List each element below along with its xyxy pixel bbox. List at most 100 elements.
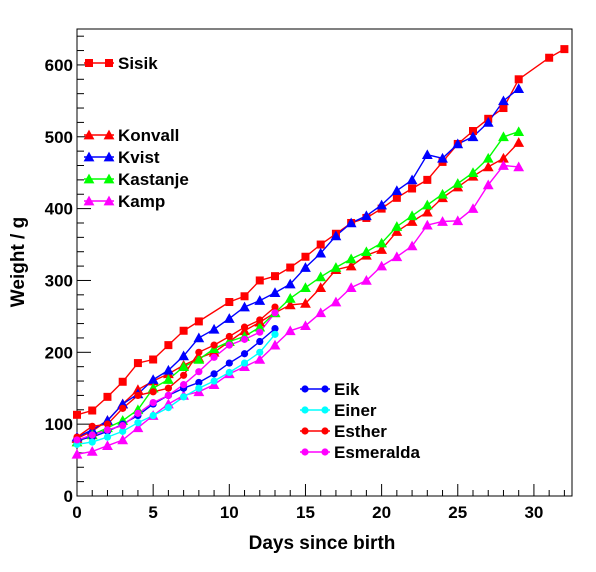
legend-label: Sisik [118,54,158,73]
data-point [499,104,508,113]
data-point [118,377,127,386]
legend-entry: Einer [300,401,377,420]
data-point [284,293,296,303]
legend-marker [103,151,115,162]
legend-marker [321,406,329,414]
data-point [315,282,327,292]
data-point [301,252,310,261]
data-point [195,384,203,392]
x-tick-label: 15 [296,503,315,522]
data-point [103,420,112,428]
data-point [117,398,129,409]
data-point [180,381,188,389]
legend-label: Konvall [118,126,179,145]
data-point [376,260,388,271]
data-point [119,421,127,430]
legend-marker [85,59,93,67]
data-point [225,341,233,349]
legend-label: Esmeralda [334,443,421,462]
data-point [360,275,372,285]
data-point [315,247,327,258]
legend-label: Eik [334,380,360,399]
data-point [284,299,296,310]
data-point [423,175,432,184]
data-point [271,272,279,281]
data-point [225,359,233,367]
data-point [452,178,464,188]
data-point [514,75,523,84]
data-point [149,411,157,420]
data-point [376,237,388,248]
data-point [103,426,112,434]
data-point [391,221,403,231]
data-point [482,117,494,127]
data-point [360,246,372,257]
data-point [300,282,311,292]
data-point [345,282,357,292]
data-point [149,388,157,396]
legend-label: Esther [334,422,387,441]
data-point [498,160,509,170]
data-point [316,240,325,249]
data-point [376,244,388,254]
data-point [271,303,279,311]
y-tick-label: 300 [45,271,73,290]
data-point [467,131,479,142]
legend-marker [321,427,329,435]
data-point [102,440,113,451]
legend-marker [301,448,309,456]
y-tick-label: 500 [45,128,73,147]
data-point [240,292,249,301]
data-point [360,210,372,221]
data-point [225,332,233,341]
data-point [376,199,388,210]
data-point [256,328,264,336]
data-point [421,149,433,160]
legend-marker [321,448,329,456]
data-point [149,355,158,364]
data-point [545,53,554,62]
data-point [164,391,172,400]
data-point [210,341,218,349]
data-point [513,83,525,93]
x-tick-label: 20 [372,503,391,522]
data-point [254,321,266,332]
data-point [119,404,127,412]
legend-label: Einer [334,401,377,420]
data-point [269,287,281,297]
y-axis-title: Weight / g [8,217,29,307]
legend-entry: Esmeralda [300,443,421,462]
data-point [134,419,142,427]
legend-label: Kastanje [118,170,189,189]
data-point [240,335,249,343]
data-point [482,161,494,172]
data-point [193,332,205,343]
data-point [406,216,418,226]
data-point [391,226,403,236]
data-point [240,359,249,367]
data-point [179,326,188,335]
data-point [133,359,142,368]
data-point [513,126,525,137]
data-point [240,323,249,331]
data-point [193,354,205,364]
data-point [223,313,235,323]
data-point [132,422,144,433]
data-point [195,368,203,376]
data-point [392,193,401,202]
data-point [498,95,509,106]
legend-marker [103,195,115,206]
data-point [300,320,311,331]
data-point [421,199,433,210]
legend-marker [321,385,329,393]
legend-entry: Esther [300,422,387,441]
y-tick-label: 400 [45,200,73,219]
data-point [284,278,296,289]
legend-entry: Konvall [83,126,179,145]
data-point [240,350,249,358]
x-tick-label: 5 [148,503,157,522]
data-point [498,131,509,142]
legends: Sisik Konvall Kvist Kastanje Kamp Eik Einer Est… [83,54,421,462]
